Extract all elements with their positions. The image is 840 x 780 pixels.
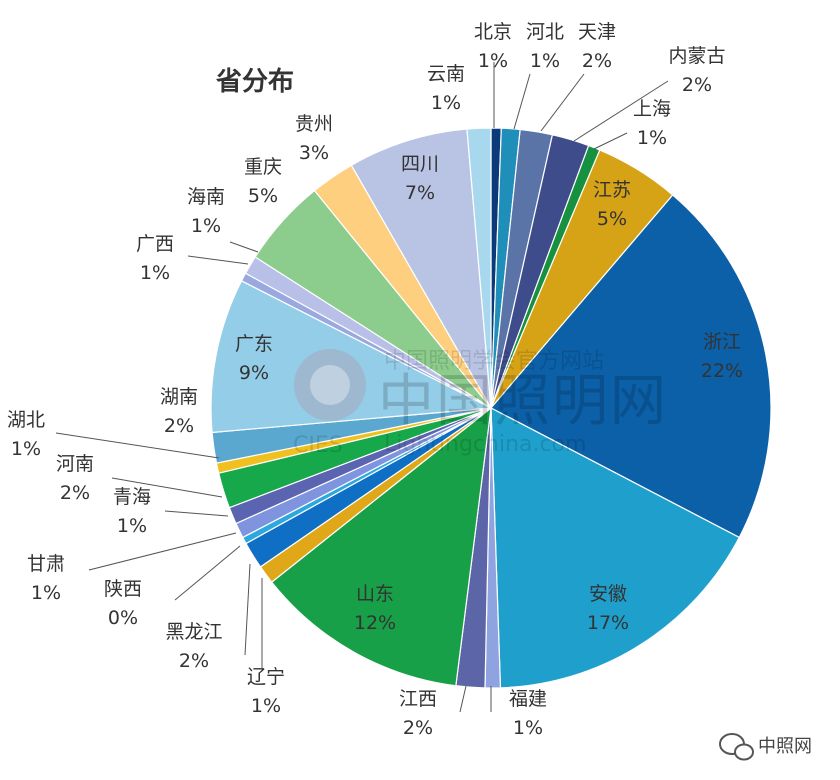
slice-label-1: 北京 — [474, 21, 512, 43]
slice-value-label-11: 12% — [354, 612, 396, 634]
slice-value-label-1: 1% — [478, 50, 508, 72]
pie-slice-26 — [466, 127, 492, 409]
leader-line-4 — [573, 80, 669, 142]
slice-value-label-15: 1% — [31, 582, 61, 604]
brand-mark: 中照网 — [719, 733, 812, 761]
pie-slice-8 — [490, 406, 741, 689]
slices-layer — [210, 127, 772, 689]
slice-label-8: 安徽 — [589, 583, 627, 605]
leader-line-2 — [513, 73, 531, 130]
slice-label-16: 青海 — [113, 486, 151, 508]
slice-value-label-17: 2% — [60, 482, 90, 504]
leader-line-14 — [174, 545, 241, 601]
slice-value-label-10: 2% — [403, 717, 433, 739]
wechat-icon — [719, 733, 754, 761]
slice-value-label-16: 1% — [117, 515, 147, 537]
slice-value-label-26: 1% — [431, 92, 461, 114]
slice-value-label-2: 1% — [530, 50, 560, 72]
leader-line-13 — [244, 563, 251, 656]
slice-value-label-18: 1% — [11, 438, 41, 460]
slice-value-label-9: 1% — [513, 717, 543, 739]
slice-label-9: 福建 — [509, 688, 547, 710]
slice-value-label-4: 2% — [682, 74, 712, 96]
slice-label-19: 湖南 — [160, 386, 198, 408]
slice-label-10: 江西 — [399, 688, 437, 710]
pie-slice-25 — [350, 128, 492, 409]
watermark-logo-text: CIES — [293, 433, 343, 458]
slice-value-label-3: 2% — [582, 50, 612, 72]
slice-value-label-5: 1% — [637, 127, 667, 149]
leader-line-22 — [229, 241, 259, 253]
slice-label-17: 河南 — [56, 453, 94, 475]
watermark-org-line: 中国照明学会官方网站 — [384, 349, 604, 374]
slice-label-12: 辽宁 — [247, 666, 285, 688]
slice-value-label-21: 1% — [140, 262, 170, 284]
slice-label-15: 甘肃 — [27, 553, 65, 575]
slice-value-label-24: 3% — [299, 142, 329, 164]
slice-label-2: 河北 — [526, 21, 564, 43]
leader-line-5 — [593, 132, 628, 150]
slice-label-26: 云南 — [427, 63, 465, 85]
leader-line-16 — [164, 510, 229, 517]
slice-value-label-22: 1% — [191, 215, 221, 237]
slice-label-25: 四川 — [401, 153, 439, 175]
pie-slice-7 — [490, 194, 772, 539]
slice-label-11: 山东 — [356, 583, 394, 605]
slice-value-label-13: 2% — [179, 650, 209, 672]
pie-slice-11 — [270, 406, 492, 687]
slice-label-18: 湖北 — [7, 409, 45, 431]
slice-value-label-7: 22% — [701, 360, 743, 382]
brand-text: 中照网 — [758, 736, 812, 757]
leader-line-15 — [88, 532, 237, 571]
slice-label-5: 上海 — [633, 98, 671, 120]
pie-slice-20 — [210, 280, 494, 434]
watermark-url: Lightingchina.com — [384, 432, 586, 457]
labels-layer: 北京 1% 河北 1% 天津 2% 内蒙古 2% 上海 1% 江苏 5% 浙江 22% 安徽 17% 福建 1% 江… — [7, 21, 743, 739]
slice-value-label-6: 5% — [597, 208, 627, 230]
leader-line-18 — [55, 432, 220, 459]
slice-value-label-19: 2% — [164, 415, 194, 437]
watermark: CIES 中国照明学会官方网站 中国照明网 Lightingchina.com — [293, 349, 668, 458]
slice-value-label-25: 7% — [405, 182, 435, 204]
slice-label-14: 陕西 — [104, 578, 142, 600]
slice-value-label-23: 5% — [248, 185, 278, 207]
slice-label-3: 天津 — [578, 21, 616, 43]
leader-line-21 — [187, 255, 249, 265]
chart-title: 省分布 — [215, 67, 294, 97]
leader-line-10 — [459, 685, 467, 713]
slice-label-24: 贵州 — [295, 113, 333, 135]
slice-label-23: 重庆 — [244, 156, 282, 178]
slice-label-6: 江苏 — [593, 179, 631, 201]
slice-value-label-20: 9% — [239, 362, 269, 384]
slice-value-label-14: 0% — [108, 607, 138, 629]
slice-label-21: 广西 — [136, 233, 174, 255]
leader-line-3 — [540, 73, 585, 132]
watermark-site-name: 中国照明网 — [378, 369, 668, 434]
slice-value-label-8: 17% — [587, 612, 629, 634]
slice-label-20: 广东 — [235, 333, 273, 355]
slice-label-22: 海南 — [187, 186, 225, 208]
slice-label-13: 黑龙江 — [165, 621, 222, 643]
leader-line-17 — [111, 477, 223, 498]
slice-label-7: 浙江 — [703, 331, 741, 353]
watermark-logo: CIES — [293, 349, 366, 458]
slice-label-4: 内蒙古 — [668, 45, 725, 67]
slice-value-label-12: 1% — [251, 695, 281, 717]
